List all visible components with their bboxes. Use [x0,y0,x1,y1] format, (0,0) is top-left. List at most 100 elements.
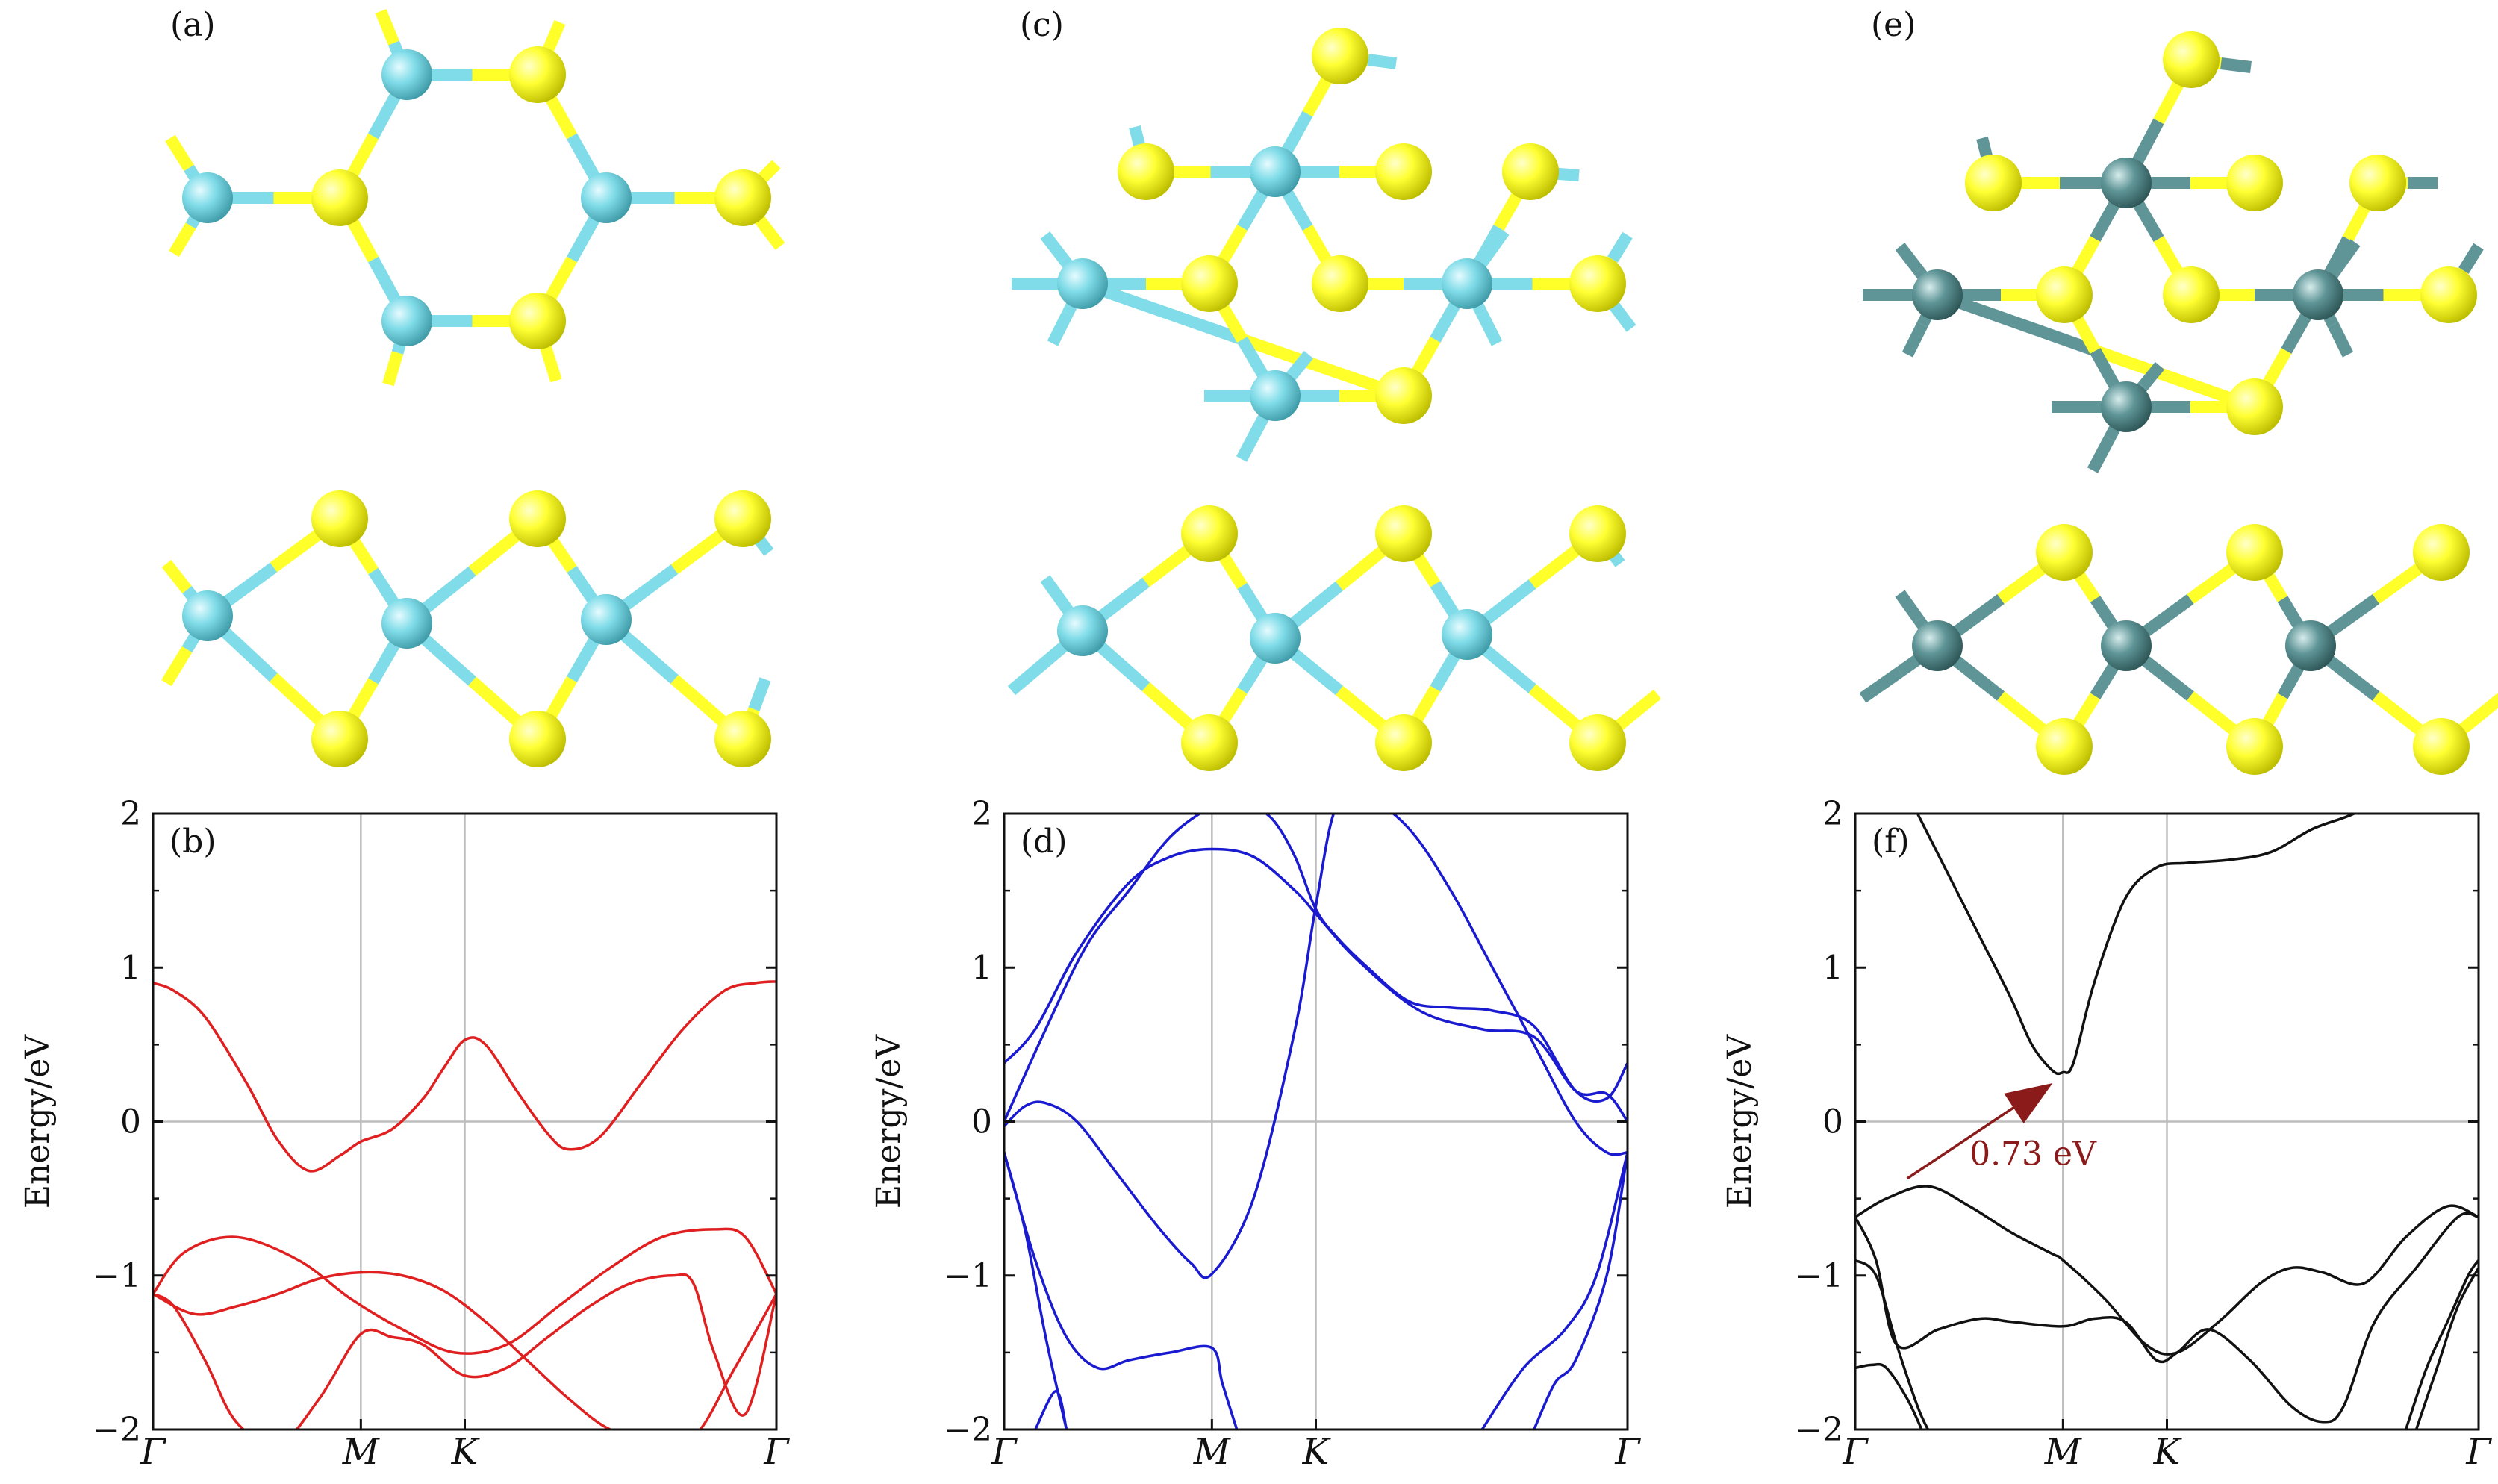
band-line-3 [153,1271,776,1430]
metal-atom [2101,158,2152,208]
bond-segment [165,134,194,172]
chalcogen-atom [1569,505,1626,562]
y-tick-label: 1 [971,949,992,987]
band-line-4 [153,1273,776,1430]
chalcogen-atom [1375,505,1432,562]
chalcogen-atom [1569,714,1626,771]
structure-panel-c [1007,28,1662,771]
bond-segment [1901,322,1928,358]
bond-segment [1607,231,1633,263]
bond-segment [2138,361,2165,390]
chalcogen-atom [2226,378,2283,435]
metal-atom [2293,269,2343,320]
y-tick-label: 0 [1822,1103,1843,1141]
bond-segment [2220,57,2252,73]
band-line-4 [1855,1259,1930,1430]
metal-atom [581,594,632,645]
chalcogen-atom [1181,505,1238,562]
y-tick-label: −2 [93,1411,141,1449]
chalcogen-atom [2413,524,2470,581]
k-point-label: M [1193,1431,1232,1473]
chalcogen-atom [1375,367,1432,424]
bond-segment [1080,278,1245,346]
metal-atom [581,172,632,223]
chalcogen-atom [2226,524,2283,581]
chalcogen-atom [509,711,566,767]
chalcogen-atom [714,169,771,226]
chalcogen-atom [1502,143,1559,200]
bond-segment [1623,689,1662,723]
k-point-label: K [1302,1431,1332,1473]
bond-segment [382,351,404,387]
chalcogen-atom [2163,31,2220,88]
bond-segment [1236,424,1264,462]
y-tick-label: −1 [93,1257,141,1295]
y-tick-label: 2 [120,795,141,833]
bond-segment [2327,322,2354,358]
metal-atom [381,49,432,100]
bond-segment [1047,311,1074,346]
y-tick-label: 2 [971,795,992,833]
bond-segment [543,19,566,52]
band-line-4 [1004,1152,1239,1430]
chalcogen-atom [1375,714,1432,771]
chalcogen-atom [2413,718,2470,775]
chalcogen-atom [1965,155,2022,211]
band-line-2 [1004,814,1628,1123]
k-point-label: K [451,1431,481,1473]
chalcogen-atom [2226,718,2283,775]
chalcogen-atom [1375,143,1432,200]
chalcogen-atom [509,46,566,103]
band-line-6 [2404,1259,2479,1430]
k-point-label: Γ [140,1431,166,1473]
band-line-1 [1916,814,2358,1076]
structure-panel-e [1859,31,2498,775]
metal-atom [2101,381,2152,432]
metal-atom [1250,370,1301,421]
metal-atom [182,172,233,223]
y-tick-label: −1 [944,1257,992,1295]
chalcogen-atom [1181,714,1238,771]
metal-atom [2285,620,2336,671]
structure-panel-a [161,8,785,767]
band-line-5 [1855,1362,1923,1430]
bond-segment [1554,167,1580,181]
band-chart-d: −2 −1 0 1 2 Γ M K Γ Energy/eV (d) [870,795,1641,1473]
band-line-7 [1480,1152,1628,1430]
metal-atom [1912,620,1963,671]
chalcogen-atom [1312,28,1368,84]
chalcogen-atom [509,490,566,547]
y-tick-label: 2 [1822,795,1843,833]
chalcogen-atom [2420,266,2477,323]
bond-segment [1007,655,1051,696]
bond-segment [375,8,399,46]
metal-atom [1912,269,1963,320]
gap-arrowhead [2004,1082,2053,1124]
metal-atom [2101,620,2152,671]
k-point-label: Γ [1842,1431,1869,1473]
bond-segment [1895,243,1924,275]
chalcogen-atom [714,490,771,547]
bond-segment [1367,54,1398,69]
panel-label: (f) [1872,823,1910,861]
bond-segment [2087,435,2115,473]
y-tick-label: 0 [120,1103,141,1141]
bond-segment [1895,590,1924,623]
panel-label: (b) [169,823,217,861]
k-point-label: Γ [991,1431,1018,1473]
metal-atom [182,590,233,641]
band-line-5 [1004,1152,1068,1430]
y-axis-title: Energy/eV [1721,1034,1759,1209]
band-line-2 [153,1227,776,1355]
metal-atom [1250,613,1301,664]
band-line-2 [1855,1185,2479,1356]
band-line-8 [1533,1152,1628,1430]
chalcogen-atom [311,169,368,226]
bond-segment [1040,575,1069,608]
chalcogen-atom [509,293,566,349]
chalcogen-atom [2349,155,2406,211]
band-line-6 [1034,1389,1068,1430]
chalcogen-atom [2036,524,2093,581]
k-point-label: Γ [1614,1431,1641,1473]
